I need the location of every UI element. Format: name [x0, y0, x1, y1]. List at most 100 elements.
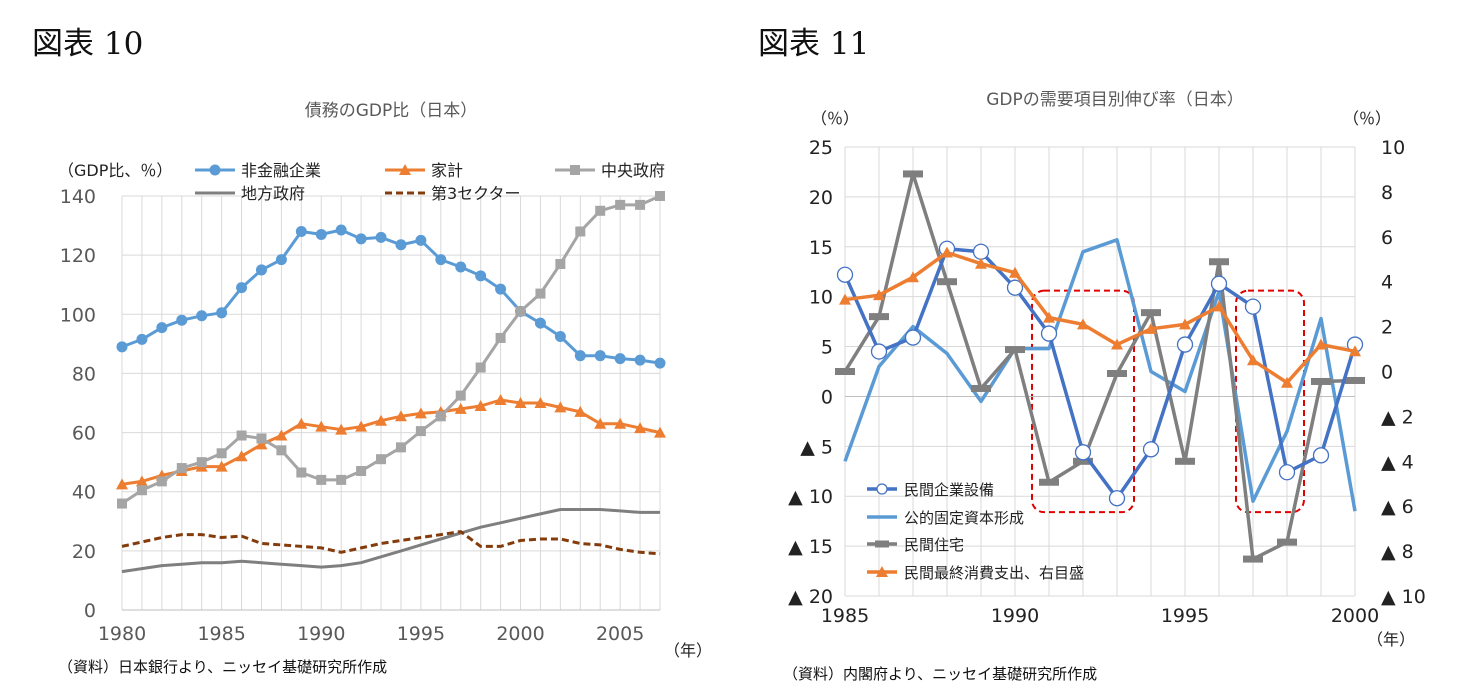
chart1-axes: （GDP比、％） （年） 0 20 40 60 80 100 120 140 1980 1985 199… — [58, 161, 712, 660]
chart2-legend-marker — [876, 483, 888, 495]
chart2-point — [1311, 377, 1331, 385]
chart1-point — [474, 399, 487, 411]
chart1-ytick-label: 100 — [60, 304, 96, 326]
chart2-point — [1009, 266, 1021, 278]
chart1-point — [176, 463, 187, 474]
chart1-line-第3セクター — [121, 530, 661, 556]
chart2-legend-label: 民間住宅 — [904, 536, 964, 554]
chart1-point — [117, 498, 127, 509]
chart1-point — [435, 411, 446, 422]
chart1-point — [454, 402, 467, 414]
chart1-point — [415, 234, 427, 246]
chart1-xtick-label: 1985 — [197, 623, 245, 645]
chart1-point — [116, 341, 128, 353]
chart1-point — [475, 362, 486, 373]
chart1-xtick-label: 1990 — [297, 623, 345, 645]
chart2-point — [1141, 309, 1161, 317]
chart2-point — [904, 329, 922, 346]
chart2-point — [1043, 311, 1055, 323]
chart1-point — [215, 460, 228, 472]
chart1-point — [315, 228, 327, 240]
chart2-point — [1278, 464, 1296, 481]
chart1-line-地方政府 — [121, 508, 660, 574]
chart2-point — [972, 243, 990, 260]
chart1-point — [395, 442, 406, 453]
chart1-point — [376, 454, 387, 465]
chart2-point — [1281, 376, 1293, 388]
chart1-ytick-label: 60 — [72, 423, 96, 445]
chart2-ytick-right: ▲ 2 — [1381, 406, 1414, 428]
chart2-ytick-left: 5 — [821, 337, 833, 359]
chart1-point — [635, 199, 646, 210]
chart1-point — [136, 333, 148, 345]
figure-11-source: （資料）内閣府より、ニッセイ基礎研究所作成 — [783, 665, 1098, 683]
chart1-point — [235, 450, 248, 462]
chart1-point — [116, 478, 128, 490]
chart2-point — [1005, 346, 1025, 354]
chart1-point — [594, 350, 606, 362]
chart2-ytick-right: 4 — [1381, 272, 1393, 294]
chart2-title: GDPの需要項目別伸び率（日本） — [986, 90, 1244, 110]
chart2-point — [937, 278, 957, 286]
chart2-xtick-label: 1990 — [991, 605, 1039, 627]
chart1-point — [156, 322, 168, 334]
chart1-ytick-label: 80 — [72, 363, 96, 385]
chart2-point — [1111, 338, 1123, 350]
chart2-point — [1077, 318, 1089, 330]
chart1-point — [555, 259, 566, 270]
chart1-point — [634, 354, 646, 366]
chart2-highlight-box — [1031, 289, 1135, 514]
chart1-point — [395, 239, 407, 251]
chart2-point — [1039, 478, 1059, 486]
chart1-point — [614, 417, 627, 429]
chart2-series — [835, 170, 1365, 563]
chart1-point — [455, 390, 466, 401]
chart2-point — [975, 257, 987, 269]
chart1-ytick-label: 0 — [84, 600, 96, 622]
chart2-ytick-right: ▲ 8 — [1381, 541, 1414, 563]
chart1-point — [574, 405, 587, 417]
chart2-point — [1176, 336, 1194, 353]
chart2-gridlines — [844, 146, 1356, 597]
chart1-point — [595, 205, 606, 216]
chart1-ytick-label: 120 — [60, 245, 96, 267]
chart1-xtick-label: 1980 — [98, 623, 146, 645]
chart2-legend-label: 民間企業設備 — [904, 481, 994, 499]
chart2-ytick-right: 0 — [1381, 362, 1393, 384]
chart1-point — [356, 466, 367, 477]
chart2-point — [1210, 275, 1228, 292]
figure-10-source: （資料）日本銀行より、ニッセイ基礎研究所作成 — [58, 658, 388, 676]
chart1-point — [574, 350, 586, 362]
chart1-point — [275, 254, 287, 266]
chart2-ytick-right: ▲ 6 — [1381, 496, 1414, 518]
chart1-point — [336, 474, 347, 485]
chart2-line-民間企業設備 — [843, 247, 1357, 500]
chart1-point — [316, 474, 327, 485]
chart2-line-公的固定資本形成 — [843, 238, 1357, 512]
chart1-point — [216, 307, 228, 319]
chart1-line-非金融企業 — [121, 228, 661, 365]
chart1-line-中央政府 — [121, 194, 661, 505]
chart1-legend-label: 家計 — [431, 161, 463, 180]
chart2-point — [870, 343, 888, 360]
chart2-ytick-left: ▲ 15 — [788, 536, 833, 558]
figure-11-label: 図表 11 — [758, 26, 870, 62]
chart1-series — [116, 191, 666, 574]
chart2-point — [1006, 279, 1024, 296]
chart1-point — [196, 457, 207, 468]
chart1-point — [495, 332, 506, 343]
chart2-xtick-label: 1985 — [821, 605, 869, 627]
chart1-point — [255, 264, 267, 276]
chart1-point — [514, 397, 527, 408]
chart2-ytick-left: 20 — [809, 187, 833, 209]
chart2-point — [1247, 354, 1259, 366]
chart1-title: 債務のGDP比（日本） — [305, 101, 478, 121]
chart2-point — [1074, 444, 1092, 461]
chart2-ytick-left: 25 — [809, 137, 833, 159]
chart2-point — [1145, 322, 1157, 334]
chart1-point — [435, 254, 447, 266]
chart1-point — [236, 282, 248, 294]
chart2-ytick-left: ▲ 20 — [788, 586, 833, 608]
